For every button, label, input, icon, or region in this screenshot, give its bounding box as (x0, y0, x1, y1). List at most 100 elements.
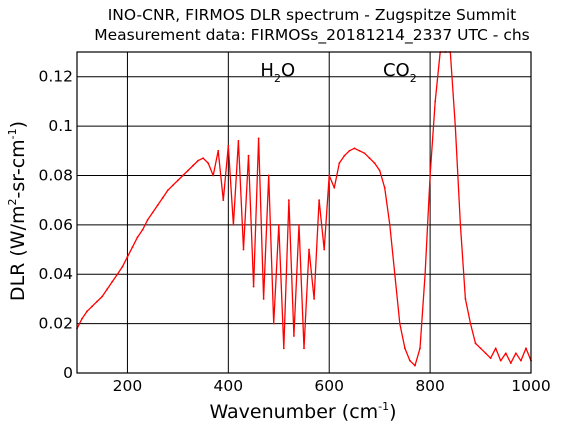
y-tick-label: 0.08 (38, 166, 73, 184)
tick-labels: 200 400 600 800 1000 0 0.02 0.04 0.06 0.08 0.1 0.12 (38, 68, 550, 395)
data-point (131, 246, 134, 248)
data-point (161, 196, 164, 199)
data-point (489, 357, 492, 360)
data-point (343, 154, 346, 157)
data-point (207, 162, 210, 165)
data-point (338, 162, 341, 165)
chart-title: INO-CNR, FIRMOS DLR spectrum - Zugspitze… (108, 6, 517, 24)
x-tick-label: 400 (214, 377, 244, 395)
data-point (247, 154, 250, 157)
band-label-main: CO (383, 60, 410, 81)
data-point (192, 164, 194, 167)
data-point (398, 322, 401, 325)
data-point (81, 317, 83, 320)
data-point (383, 186, 386, 189)
y-tick-label: 0.02 (38, 315, 73, 333)
data-point (146, 219, 149, 221)
x-tick-label: 200 (113, 377, 143, 395)
data-point (378, 169, 381, 172)
data-point (504, 352, 507, 355)
data-point (272, 322, 275, 325)
data-point (267, 174, 270, 177)
data-point (96, 300, 99, 303)
data-point (348, 149, 351, 152)
chart-subtitle: Measurement data: FIRMOSs_20181214_2337 … (94, 26, 530, 45)
data-point (136, 236, 139, 239)
data-point (313, 298, 315, 300)
data-point (217, 149, 220, 152)
data-point (419, 347, 421, 350)
data-point (227, 144, 230, 147)
data-point (277, 223, 280, 226)
data-point (424, 273, 426, 276)
y-axis-label-sup1: 2 (6, 198, 19, 205)
band-label: H2O (260, 60, 295, 85)
data-point (323, 248, 326, 251)
y-axis-label-part3: ) (7, 121, 29, 128)
x-axis-label-end: ) (389, 401, 396, 423)
y-tick-label: 0 (63, 364, 73, 382)
x-axis-label-sup: -1 (378, 400, 389, 413)
data-point (393, 273, 396, 276)
y-tick-label: 0.12 (38, 68, 73, 86)
data-point (454, 125, 457, 127)
data-point (459, 223, 462, 226)
data-point (126, 256, 129, 258)
data-point (464, 298, 467, 300)
annotations: H2O CO2 (260, 60, 416, 85)
band-label: CO2 (383, 60, 417, 85)
x-axis-label-main: Wavenumber (cm (209, 401, 378, 423)
data-point (298, 223, 300, 226)
data-point (525, 347, 527, 350)
y-axis-label: DLR (W/m2-sr-cm-1) (6, 121, 29, 301)
band-label-sub: 2 (274, 72, 281, 85)
data-point (111, 280, 114, 283)
data-point (484, 352, 487, 355)
y-axis-label-sup2: -1 (6, 128, 19, 139)
data-point (409, 359, 411, 362)
data-point (171, 184, 174, 187)
y-tick-label: 0.06 (38, 216, 73, 234)
data-point (166, 189, 169, 192)
data-point (116, 273, 119, 276)
data-point (494, 347, 497, 350)
data-point (222, 199, 225, 202)
band-label-tail: O (281, 60, 295, 81)
data-point (469, 322, 472, 325)
data-point (333, 186, 336, 189)
data-point (358, 149, 361, 152)
x-tick-label: 1000 (511, 377, 550, 395)
data-point (368, 157, 371, 160)
x-axis-label: Wavenumber (cm-1) (209, 400, 396, 423)
data-point (141, 228, 144, 231)
data-point (176, 179, 179, 182)
data-point (353, 147, 356, 150)
plot-frame (76, 51, 532, 374)
data-point (242, 248, 245, 251)
band-label-sub: 2 (410, 72, 417, 85)
data-point (474, 342, 477, 345)
data-point (318, 199, 321, 202)
x-tick-label: 800 (415, 377, 445, 395)
band-label-main: H (260, 60, 274, 81)
data-point (328, 174, 331, 177)
data-point (303, 347, 305, 350)
data-point (373, 162, 376, 165)
data-point (202, 157, 205, 160)
y-tick-label: 0.04 (38, 265, 73, 283)
data-point (101, 295, 104, 298)
data-point (121, 265, 124, 268)
data-point (479, 347, 482, 350)
data-point (91, 305, 94, 308)
data-point (237, 139, 240, 142)
data-point (514, 352, 517, 355)
data-point (197, 159, 199, 162)
data-point (509, 362, 512, 365)
y-axis-label-part2: -sr-cm (7, 139, 29, 198)
y-tick-label: 0.1 (48, 117, 73, 135)
data-point (293, 335, 295, 337)
data-point (86, 310, 88, 313)
data-point (212, 174, 215, 177)
data-point (499, 359, 502, 362)
